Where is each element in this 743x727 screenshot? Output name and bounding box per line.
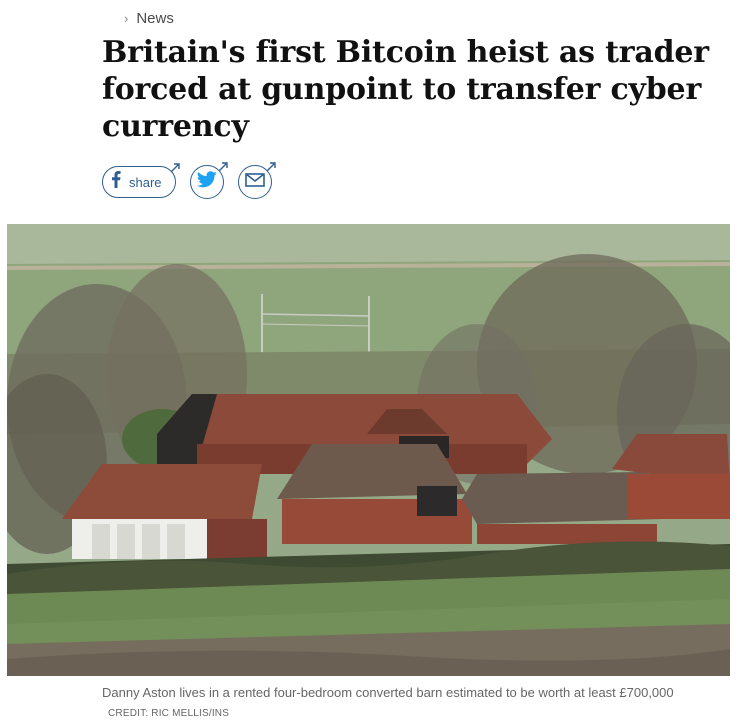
chevron-right-icon: ›: [124, 10, 129, 26]
external-link-icon: [265, 160, 277, 172]
caption-text: Danny Aston lives in a rented four-bedro…: [102, 685, 674, 700]
photo-credit: CREDIT: RIC MELLIS/INS: [108, 708, 230, 719]
external-link-icon: [217, 160, 229, 172]
barn-landscape-image: [7, 224, 730, 676]
breadcrumb: › News: [124, 8, 174, 28]
facebook-share-button[interactable]: share: [102, 163, 180, 198]
article-headline: Britain's first Bitcoin heist as trader …: [102, 35, 709, 144]
article-photo: [7, 224, 730, 676]
external-link-icon: [169, 161, 181, 173]
twitter-share-button[interactable]: [190, 162, 228, 199]
breadcrumb-section-link[interactable]: News: [136, 9, 174, 27]
facebook-share-label: share: [129, 174, 162, 190]
twitter-icon: [196, 171, 217, 193]
facebook-icon: [111, 171, 121, 193]
photo-caption: Danny Aston lives in a rented four-bedro…: [102, 683, 722, 723]
email-share-button[interactable]: [238, 162, 276, 199]
share-bar: share: [102, 162, 276, 200]
envelope-icon: [245, 172, 265, 192]
